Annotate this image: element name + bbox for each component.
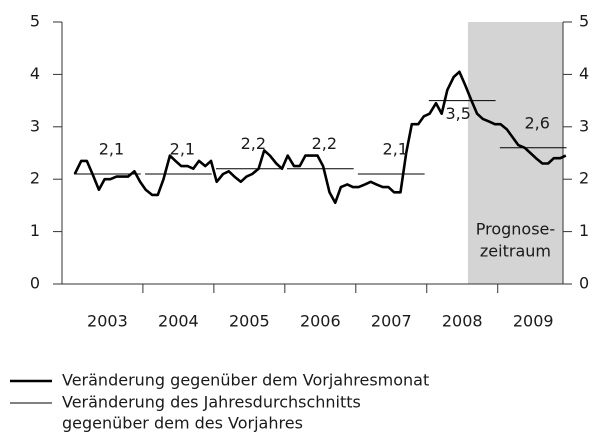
forecast-label: Prognose- bbox=[476, 220, 555, 239]
y-tick-label: 1 bbox=[30, 221, 40, 240]
monthly-line bbox=[73, 70, 567, 205]
x-tick-label: 2007 bbox=[371, 312, 412, 331]
annual-average-label: 2,6 bbox=[524, 113, 549, 132]
forecast-label: zeitraum bbox=[480, 242, 551, 261]
y2-tick-label: 0 bbox=[579, 274, 589, 293]
legend-label: Veränderung gegenüber dem Vorjahresmonat bbox=[62, 371, 429, 390]
y-tick-label: 5 bbox=[30, 12, 40, 31]
x-tick-label: 2008 bbox=[442, 312, 483, 331]
annual-average-label: 2,1 bbox=[170, 139, 195, 158]
annual-average-label: 2,2 bbox=[241, 134, 266, 153]
annual-average-label: 2,2 bbox=[312, 134, 337, 153]
y-tick-label: 3 bbox=[30, 116, 40, 135]
forecast-region bbox=[467, 22, 563, 284]
x-tick-label: 2009 bbox=[513, 312, 554, 331]
x-tick-label: 2006 bbox=[300, 312, 341, 331]
y2-tick-label: 2 bbox=[579, 169, 589, 188]
y-tick-label: 4 bbox=[30, 64, 40, 83]
y2-tick-label: 5 bbox=[579, 12, 589, 31]
x-tick-label: 2004 bbox=[158, 312, 199, 331]
y-tick-label: 2 bbox=[30, 169, 40, 188]
annual-average-label: 2,1 bbox=[99, 139, 124, 158]
x-tick-label: 2003 bbox=[87, 312, 128, 331]
y2-tick-label: 1 bbox=[579, 221, 589, 240]
x-tick-label: 2005 bbox=[229, 312, 270, 331]
legend-label: Veränderung des Jahresdurchschnitts bbox=[62, 393, 361, 412]
legend-label: gegenüber dem des Vorjahres bbox=[62, 414, 303, 433]
y2-tick-label: 3 bbox=[579, 116, 589, 135]
annual-average-label: 2,1 bbox=[383, 139, 408, 158]
y2-tick-label: 4 bbox=[579, 64, 589, 83]
y-tick-label: 0 bbox=[30, 274, 40, 293]
annual-average-label: 3,5 bbox=[446, 104, 471, 123]
